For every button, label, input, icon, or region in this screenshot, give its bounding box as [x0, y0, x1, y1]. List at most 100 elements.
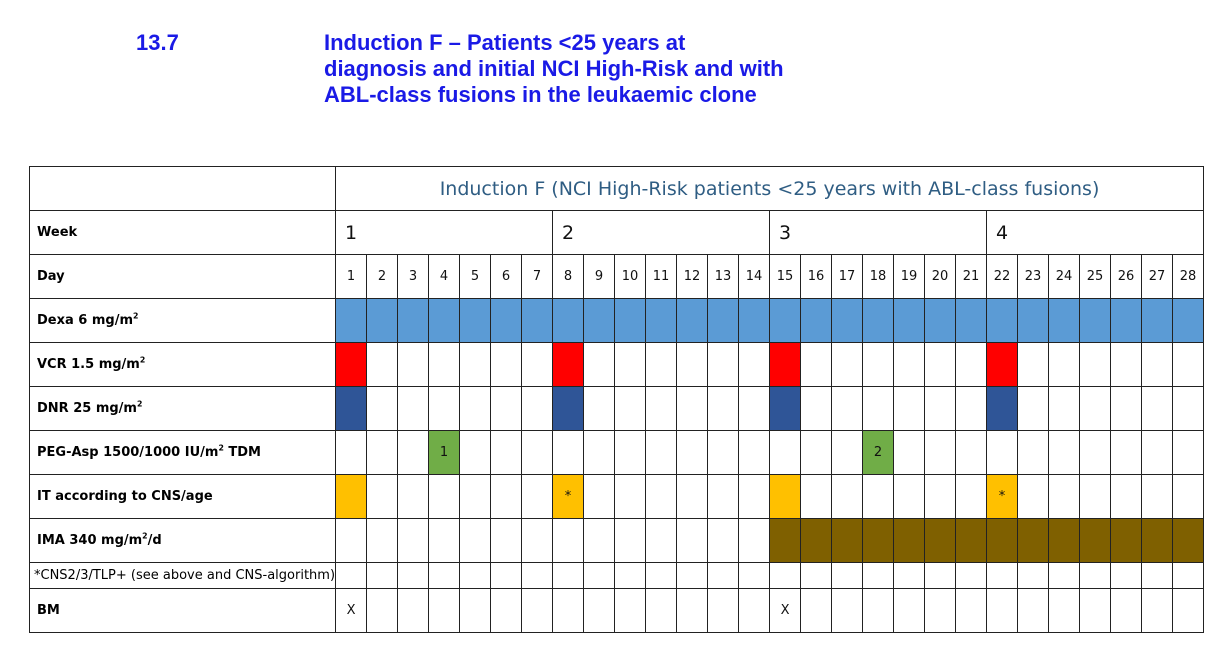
schedule-cell: [1110, 342, 1143, 387]
schedule-cell: [583, 518, 616, 563]
week-cell: 4: [986, 210, 1205, 255]
schedule-cell: [1141, 588, 1174, 633]
dexa-dose-cell: [583, 298, 616, 343]
day-cell: 24: [1048, 254, 1081, 299]
schedule-cell: [924, 588, 957, 633]
day-cell: 9: [583, 254, 616, 299]
schedule-cell: [738, 474, 771, 519]
peg-asp-row: PEG-Asp 1500/1000 IU/m2 TDM 1 2: [28, 430, 1205, 475]
day-cell: 4: [428, 254, 461, 299]
schedule-cell: [955, 430, 988, 475]
section-title-line: Induction F – Patients <25 years at: [324, 30, 686, 55]
dexa-dose-cell: [738, 298, 771, 343]
day-cell: 28: [1172, 254, 1205, 299]
ima-dose-cell: [831, 518, 864, 563]
schedule-cell: [397, 342, 430, 387]
schedule-cell: [397, 588, 430, 633]
schedule-cell: [490, 386, 523, 431]
schedule-cell: [521, 386, 554, 431]
it-row: IT according to CNS/age * *: [28, 474, 1205, 519]
schedule-cell: [583, 430, 616, 475]
bm-mark: X: [335, 588, 368, 633]
schedule-cell: [738, 562, 771, 589]
dexa-dose-cell: [459, 298, 492, 343]
ima-label-text: IMA 340 mg/m: [37, 533, 143, 548]
schedule-cell: [893, 588, 926, 633]
schedule-cell: [428, 518, 461, 563]
schedule-cell: [676, 518, 709, 563]
schedule-cell: [459, 386, 492, 431]
schedule-cell: [459, 518, 492, 563]
schedule-cell: [1017, 386, 1050, 431]
schedule-cell: [459, 562, 492, 589]
schedule-cell: [645, 588, 678, 633]
schedule-cell: [366, 342, 399, 387]
ima-dose-cell: [924, 518, 957, 563]
dexa-dose-cell: [428, 298, 461, 343]
ima-dose-cell: [1017, 518, 1050, 563]
schedule-cell: [552, 430, 585, 475]
schedule-cell: [1017, 474, 1050, 519]
vcr-dose-cell: [769, 342, 802, 387]
schedule-cell: [335, 430, 368, 475]
schedule-cell: [862, 474, 895, 519]
schedule-cell: [428, 386, 461, 431]
schedule-cell: [1017, 342, 1050, 387]
schedule-cell: [335, 562, 368, 589]
schedule-cell: [428, 562, 461, 589]
peg-asp-label-superscript: 2: [218, 443, 224, 453]
day-cell: 12: [676, 254, 709, 299]
schedule-cell: [924, 562, 957, 589]
week-cell: 1: [335, 210, 554, 255]
schedule-cell: [645, 562, 678, 589]
schedule-cell: [924, 430, 957, 475]
schedule-cell: [521, 474, 554, 519]
schedule-cell: [614, 430, 647, 475]
schedule-cell: [955, 474, 988, 519]
ima-dose-cell: [862, 518, 895, 563]
schedule-cell: [676, 342, 709, 387]
day-cell: 2: [366, 254, 399, 299]
schedule-cell: [397, 518, 430, 563]
it-label: IT according to CNS/age: [28, 474, 337, 519]
schedule-cell: [1172, 386, 1205, 431]
schedule-cell: [1079, 562, 1112, 589]
dexa-label-superscript: 2: [133, 311, 139, 321]
schedule-cell: [490, 342, 523, 387]
dexa-dose-cell: [1079, 298, 1112, 343]
dexa-label-text: Dexa 6 mg/m: [37, 313, 134, 328]
schedule-cell: [645, 518, 678, 563]
schedule-cell: [521, 588, 554, 633]
ima-dose-cell: [1172, 518, 1205, 563]
schedule-cell: [645, 430, 678, 475]
schedule-cell: [645, 474, 678, 519]
schedule-cell: [1048, 562, 1081, 589]
day-cell: 10: [614, 254, 647, 299]
ima-label-superscript: 2: [142, 531, 148, 541]
vcr-dose-cell: [986, 342, 1019, 387]
ima-dose-cell: [955, 518, 988, 563]
schedule-cell: [1079, 474, 1112, 519]
schedule-cell: [769, 562, 802, 589]
section-title: Induction F – Patients <25 years at diag…: [324, 30, 964, 108]
schedule-cell: [955, 588, 988, 633]
schedule-cell: [831, 386, 864, 431]
schedule-cell: [707, 386, 740, 431]
dexa-dose-cell: [1048, 298, 1081, 343]
ima-label: IMA 340 mg/m2/d: [28, 518, 337, 563]
schedule-cell: [1079, 430, 1112, 475]
schedule-cell: [459, 342, 492, 387]
dexa-dose-cell: [800, 298, 833, 343]
day-cell: 1: [335, 254, 368, 299]
schedule-cell: [490, 518, 523, 563]
week-row: Week 1 2 3 4: [28, 210, 1205, 255]
schedule-cell: [397, 562, 430, 589]
day-cell: 5: [459, 254, 492, 299]
schedule-cell: [1048, 342, 1081, 387]
schedule-cell: [924, 474, 957, 519]
schedule-cell: [397, 430, 430, 475]
schedule-cell: [1110, 562, 1143, 589]
schedule-cell: [1172, 562, 1205, 589]
schedule-cell: [490, 474, 523, 519]
bm-row: BM X X: [28, 588, 1205, 633]
